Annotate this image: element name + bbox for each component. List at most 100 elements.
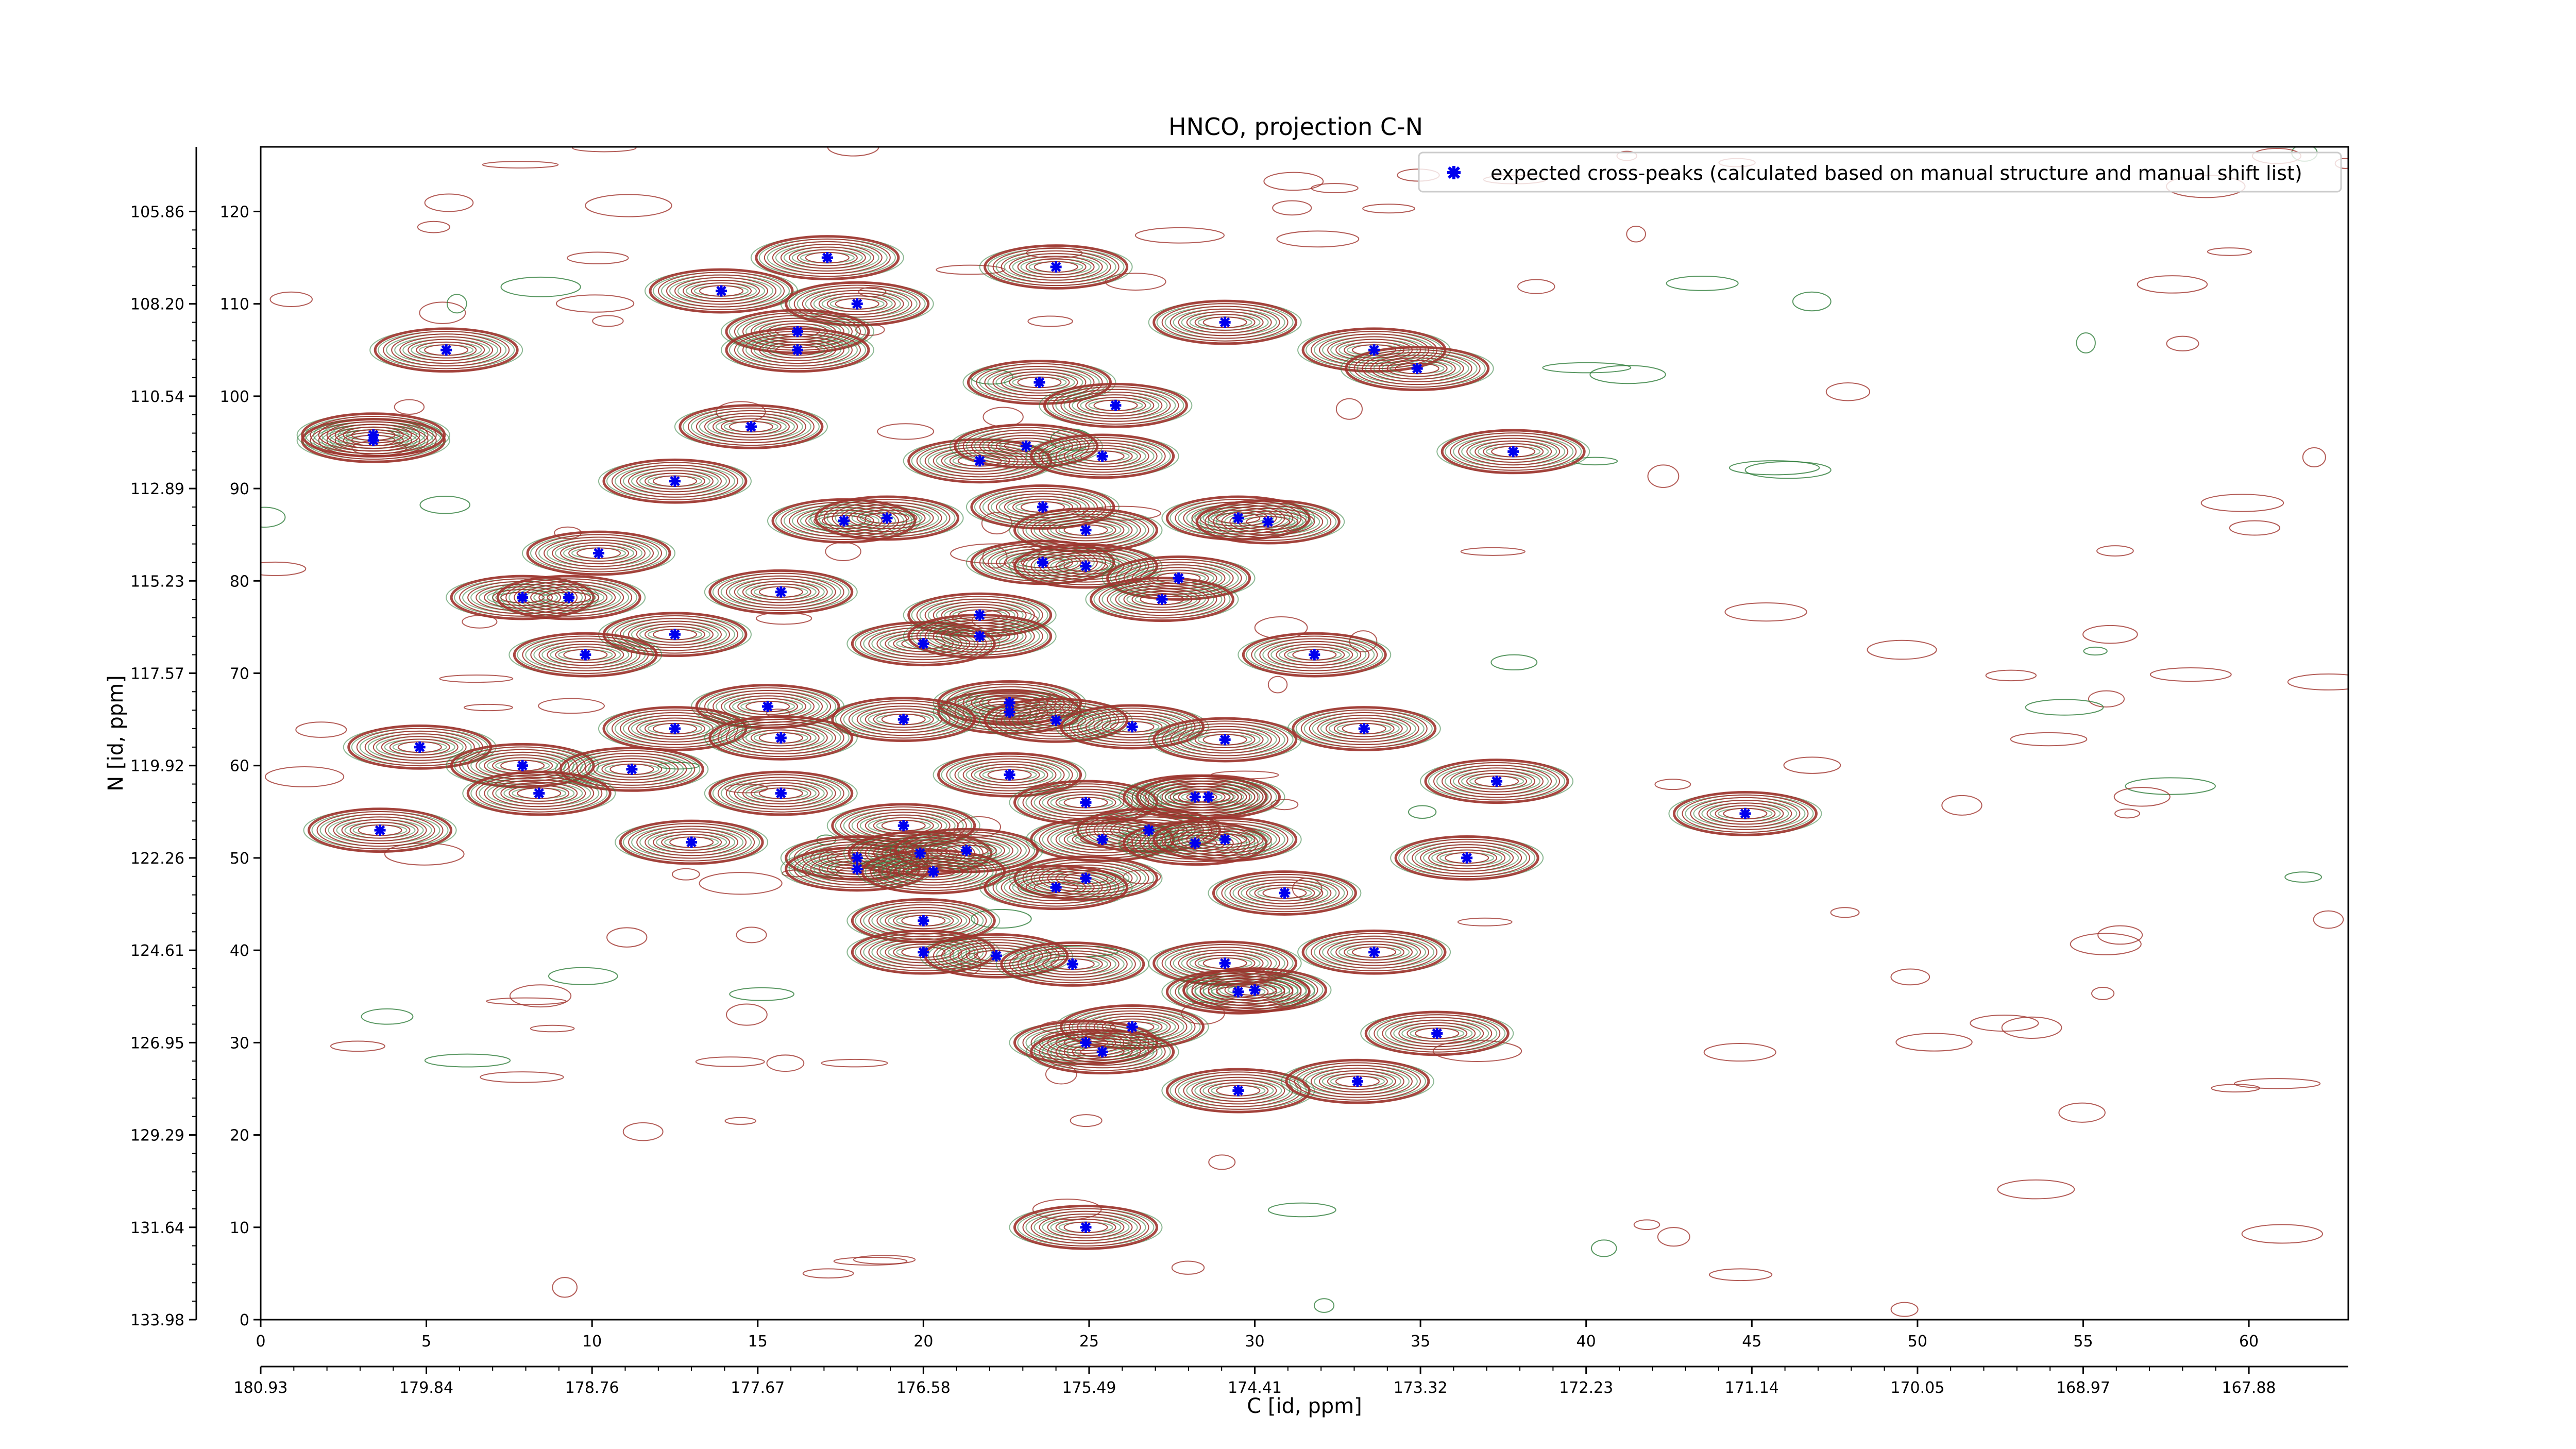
noise-contour: [622, 1122, 664, 1141]
peak-contour-positive: [1254, 884, 1315, 902]
peak-contour-positive: [1131, 591, 1193, 608]
noise-contour: [1744, 461, 1832, 479]
y-ppm-tick-label: 110.54: [130, 388, 184, 406]
cross-peak-point: [1219, 834, 1231, 846]
peak-contour-positive: [865, 814, 942, 837]
noise-contour: [1045, 1064, 1077, 1085]
peak-contour-positive: [1039, 788, 1133, 817]
cross-peak-point: [1066, 958, 1078, 970]
peak-contour-positive: [840, 700, 967, 739]
peak-contour-positive: [856, 510, 918, 527]
noise-contour: [1272, 200, 1312, 216]
cross-peak-point: [897, 820, 909, 832]
cross-peak-point: [881, 512, 893, 524]
peak-contour-positive: [1698, 800, 1792, 828]
x-index-tick-label: 55: [2073, 1333, 2093, 1351]
noise-contour: [261, 561, 307, 576]
peak-contour-positive: [364, 730, 475, 764]
peak-contour-positive: [1386, 360, 1448, 377]
peak-contour-positive: [1424, 759, 1569, 804]
peak-contour-positive: [628, 620, 722, 649]
peak-contour-positive: [1195, 499, 1341, 545]
peak-contour-positive: [832, 501, 942, 535]
peak-contour-positive: [1013, 855, 1159, 901]
cross-peak-point: [1173, 572, 1184, 584]
cross-peak-point: [974, 609, 986, 621]
peak-contour-positive: [860, 901, 987, 940]
peak-contour-positive: [717, 774, 844, 813]
noise-contour: [971, 908, 1032, 929]
peak-contour-positive: [831, 697, 976, 743]
peak-contour-positive: [619, 712, 730, 746]
peak-contour-positive: [772, 241, 883, 275]
peak-contour-positive: [1017, 709, 1095, 732]
noise-contour: [585, 194, 672, 217]
peak-contour-positive: [1186, 828, 1264, 851]
peak-contour-positive: [1047, 791, 1125, 814]
peak-contour-positive: [742, 782, 820, 805]
peak-contour-positive: [1170, 823, 1280, 856]
peak-contour-positive: [848, 507, 926, 530]
noise-contour: [1895, 1033, 1973, 1052]
cross-peak-point: [775, 787, 787, 799]
noise-contour: [1490, 654, 1538, 671]
spectrum-contours: [261, 147, 2348, 1317]
cross-peak-point: [414, 741, 426, 753]
cross-peak-point: [517, 760, 529, 771]
peak-contour-positive: [1433, 762, 1561, 801]
noise-contour: [2088, 690, 2125, 707]
peak-contour-positive: [1208, 976, 1302, 1004]
noise-contour: [2001, 1016, 2062, 1039]
x-index-tick-label: 5: [421, 1333, 431, 1351]
cross-peak-point: [716, 285, 727, 297]
peak-contour-positive: [1317, 715, 1411, 743]
peak-contour-positive: [1242, 632, 1387, 678]
peak-contour-positive: [1199, 1079, 1277, 1102]
peak-contour-positive: [946, 755, 1073, 794]
peak-contour-positive: [1047, 555, 1125, 578]
cross-peak-point: [1461, 852, 1473, 864]
peak-contour-positive: [734, 724, 828, 752]
peak-contour-positive: [459, 746, 586, 785]
x-ppm-tick-label: 174.41: [1228, 1379, 1282, 1397]
y-index-tick-label: 90: [230, 480, 249, 498]
peak-contour-positive: [1060, 389, 1171, 422]
cross-peak-point: [1080, 872, 1092, 884]
noise-contour: [538, 698, 605, 714]
peak-contour-positive: [559, 746, 704, 792]
cross-peak-point: [626, 763, 638, 775]
peak-contour-positive: [873, 711, 934, 728]
noise-contour: [439, 674, 514, 683]
peak-contour-positive: [984, 698, 1129, 743]
peak-contour-positive: [1106, 555, 1251, 601]
peak-contour-positive: [704, 413, 798, 441]
peak-contour-positive: [788, 246, 866, 269]
peak-contour-positive: [1475, 440, 1552, 463]
y-ppm-tick-label: 131.64: [130, 1219, 184, 1237]
peak-contour-positive: [894, 828, 1039, 873]
peak-contour-positive: [992, 247, 1120, 287]
peak-contour-positive: [1153, 780, 1264, 814]
peak-contour-positive: [885, 632, 962, 655]
cross-peak-point: [791, 344, 803, 356]
peak-contour-positive: [601, 761, 663, 778]
peak-contour-positive: [1390, 1019, 1484, 1048]
noise-contour: [1276, 230, 1360, 248]
x-ppm-tick-label: 176.58: [896, 1379, 951, 1397]
peak-contour-positive: [1364, 1010, 1510, 1056]
y-ppm-tick-label: 105.86: [130, 203, 184, 221]
peak-contour-positive: [992, 868, 1120, 907]
peak-contour-positive: [796, 249, 858, 266]
y-index-tick-label: 20: [230, 1127, 249, 1145]
peak-contour-positive: [1153, 299, 1298, 345]
y-ppm-tick-label: 126.95: [130, 1034, 184, 1052]
peak-contour-positive: [1170, 786, 1247, 808]
noise-contour: [261, 507, 286, 528]
peak-contour-positive: [1101, 718, 1163, 735]
noise-contour: [330, 1040, 385, 1052]
noise-contour: [1985, 669, 2037, 682]
noise-contour: [1867, 639, 1937, 660]
cross-peak-point: [1096, 1046, 1108, 1058]
peak-contour-positive: [1022, 1208, 1149, 1246]
peak-contour-positive: [750, 785, 811, 802]
